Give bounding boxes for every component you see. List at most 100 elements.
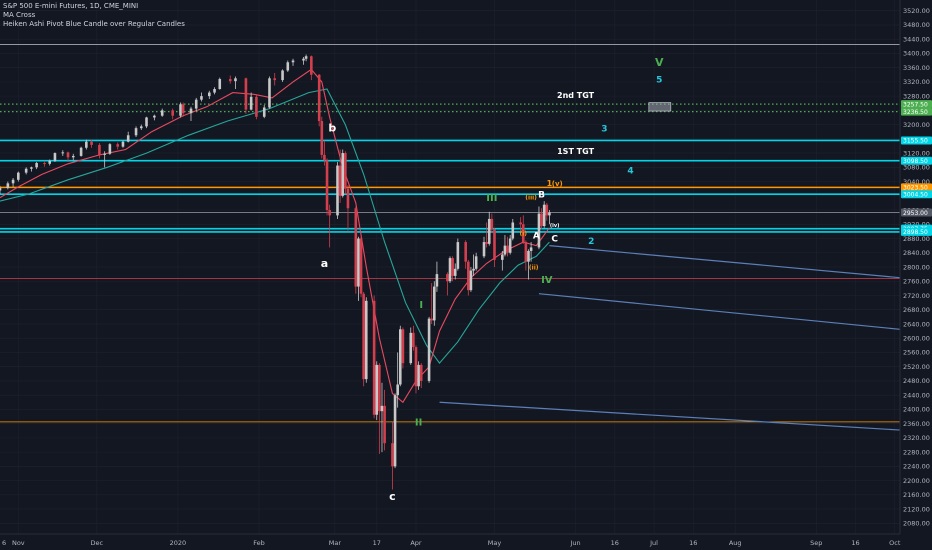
candle-body: [451, 258, 454, 276]
horizontal-levels: [0, 44, 900, 423]
candle-body: [430, 318, 433, 321]
candle-body: [160, 110, 164, 116]
candle-body: [485, 242, 488, 244]
candle-body: [85, 141, 88, 148]
price-tick-label: 2920.00: [903, 221, 930, 229]
price-tick-label: 3440.00: [903, 35, 930, 43]
price-tick-label: 2680.00: [903, 306, 930, 314]
wave-label: IV: [541, 275, 553, 286]
candle-body: [244, 78, 248, 110]
time-axis[interactable]: 6 Nov Dec 2020 Feb Mar 17 Apr May Jun 16 Jul 16 Aug Se…: [2, 539, 901, 547]
price-tick-label: 3080.00: [903, 164, 930, 172]
candle-body: [391, 443, 394, 467]
trendline: [439, 401, 901, 431]
candle-body: [48, 160, 52, 164]
candle-body: [519, 222, 522, 225]
candle-body: [467, 261, 470, 291]
price-tag-box: [901, 107, 932, 116]
grid-lines: [0, 0, 900, 534]
wave-label: B: [538, 191, 545, 201]
price-tick-label: 2280.00: [903, 448, 930, 456]
candle-body: [181, 104, 185, 114]
candle-body: [482, 242, 486, 257]
candle-body: [338, 165, 342, 196]
candle-body: [200, 96, 203, 100]
wave-label: 1: [547, 179, 553, 188]
price-tag-label: 3098.50: [903, 158, 928, 165]
price-tag-box: [901, 208, 932, 217]
price-axis-background: [900, 0, 932, 550]
candle-body: [542, 204, 546, 227]
time-tick-label: 2020: [170, 539, 187, 547]
time-tick-label: 16: [611, 539, 619, 547]
candle-body: [346, 188, 350, 209]
candle-body: [0, 187, 2, 191]
candle-body: [234, 78, 237, 82]
wave-label: II: [415, 417, 422, 428]
price-tick-label: 2640.00: [903, 320, 930, 328]
candle-body: [24, 168, 28, 173]
candle-body: [213, 89, 216, 93]
price-tag-label: 3023.50: [903, 185, 928, 192]
price-tick-label: 2400.00: [903, 406, 930, 414]
candle-body: [90, 141, 93, 145]
price-tick-label: 2480.00: [903, 377, 930, 385]
candle-body: [453, 268, 457, 276]
wave-label: V: [655, 56, 664, 69]
candle-body: [291, 60, 295, 63]
candle-body: [320, 121, 324, 155]
candle-body: [302, 58, 305, 61]
candle-body: [66, 152, 70, 158]
candle-body: [501, 254, 504, 260]
candle-body: [472, 268, 475, 271]
candle-body: [336, 165, 339, 216]
price-tick-label: 3520.00: [903, 7, 930, 15]
time-tick-label: 16: [851, 539, 859, 547]
candle-body: [153, 115, 156, 118]
candle-body: [30, 167, 33, 169]
price-tick-label: 2120.00: [903, 505, 930, 513]
price-tag-label: 3155.50: [903, 138, 928, 145]
candle-body: [469, 270, 473, 291]
candle-body: [364, 300, 368, 380]
candle-body: [456, 242, 460, 269]
wave-label: (iii): [525, 194, 537, 201]
candle-body: [71, 155, 75, 158]
candle-body: [171, 110, 174, 116]
candle-body: [540, 213, 543, 227]
wave-label: 4: [627, 167, 633, 177]
time-tick-label: Jun: [570, 539, 581, 547]
candle-body: [508, 238, 512, 253]
price-tag-label: 2898.50: [903, 229, 928, 236]
candle-body: [357, 238, 360, 287]
wave-label: 3: [601, 125, 607, 135]
candle-body: [435, 274, 439, 287]
price-tick-label: 3360.00: [903, 64, 930, 72]
candle-body: [228, 79, 232, 82]
time-tick-label: 16: [689, 539, 697, 547]
candle-body: [126, 135, 130, 142]
wave-label: C: [551, 234, 558, 244]
candle-body: [116, 144, 120, 147]
candle-body: [121, 141, 125, 147]
candle-body: [417, 364, 420, 387]
wave-label: a: [321, 257, 328, 270]
candle-body: [487, 218, 491, 244]
price-tag-box: [901, 156, 932, 165]
time-tick-label: 17: [373, 539, 381, 547]
candle-body: [6, 183, 10, 188]
candle-body: [490, 218, 494, 230]
candle-body: [506, 245, 509, 253]
candle-body: [317, 74, 321, 122]
candle-body: [79, 147, 83, 156]
candle-body: [262, 107, 266, 117]
price-tag-box: [901, 136, 932, 145]
candles: [0, 54, 551, 490]
price-axis[interactable]: 2080.00 2120.00 2160.00 2200.00 2240.00 2280.…: [903, 7, 930, 528]
candle-body: [323, 154, 326, 161]
candle-body: [493, 229, 496, 260]
candle-body: [414, 347, 418, 387]
time-tick-label: Sep: [810, 539, 822, 547]
